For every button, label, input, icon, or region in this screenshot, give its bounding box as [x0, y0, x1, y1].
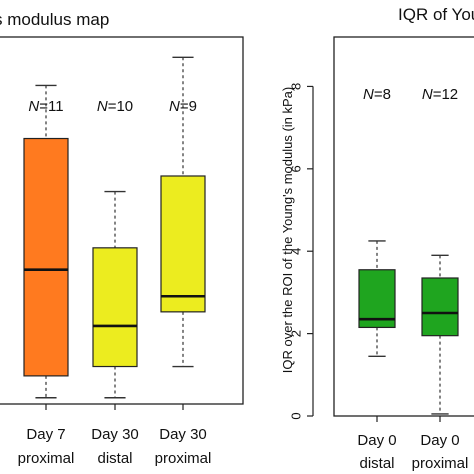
right-category-label-1-line1: Day 0	[420, 432, 459, 449]
right-y-tick-label-4: 8	[288, 83, 303, 90]
left-category-label-2-line2: proximal	[155, 450, 212, 467]
right-category-label-0-line1: Day 0	[357, 432, 396, 449]
right-y-tick-label-0: 0	[288, 412, 303, 419]
right-y-tick-label-2: 4	[288, 248, 303, 255]
left-category-label-0-line1: Day 7	[26, 426, 65, 443]
right-box-1	[421, 277, 459, 337]
left-category-label-0-line2: proximal	[18, 450, 75, 467]
right-n-label-0: N=8	[363, 86, 391, 103]
right-plot-frame	[333, 36, 474, 417]
right-category-label-1-line2: proximal	[412, 455, 469, 472]
left-category-label-2-line1: Day 30	[159, 426, 207, 443]
right-y-tick-label-1: 2	[288, 330, 303, 337]
right-category-label-0-line2: distal	[359, 455, 394, 472]
left-box-1	[92, 247, 138, 368]
left-category-label-1-line2: distal	[97, 450, 132, 467]
left-plot-frame	[0, 36, 244, 405]
right-y-tick-label-3: 6	[288, 165, 303, 172]
left-box-2	[160, 175, 206, 313]
left-chart-title: s modulus map	[0, 10, 109, 29]
left-category-label-1-line1: Day 30	[91, 426, 139, 443]
right-chart-panel: IQR of Youn IQR over the ROI of the Youn…	[280, 5, 474, 472]
left-n-label-2: N=9	[169, 98, 197, 115]
left-n-label-1: N=10	[97, 98, 133, 115]
left-n-label-0: N=11	[28, 98, 63, 115]
left-box-0	[23, 137, 69, 377]
right-chart-title: IQR of Youn	[398, 5, 474, 24]
right-n-label-1: N=12	[422, 86, 458, 103]
left-chart-panel: s modulus map N=11 N=10 N=9 Day 7 proximal D…	[0, 10, 244, 467]
right-y-axis-label: IQR over the ROI of the Young's modulus …	[280, 87, 295, 373]
right-box-0	[358, 269, 396, 329]
